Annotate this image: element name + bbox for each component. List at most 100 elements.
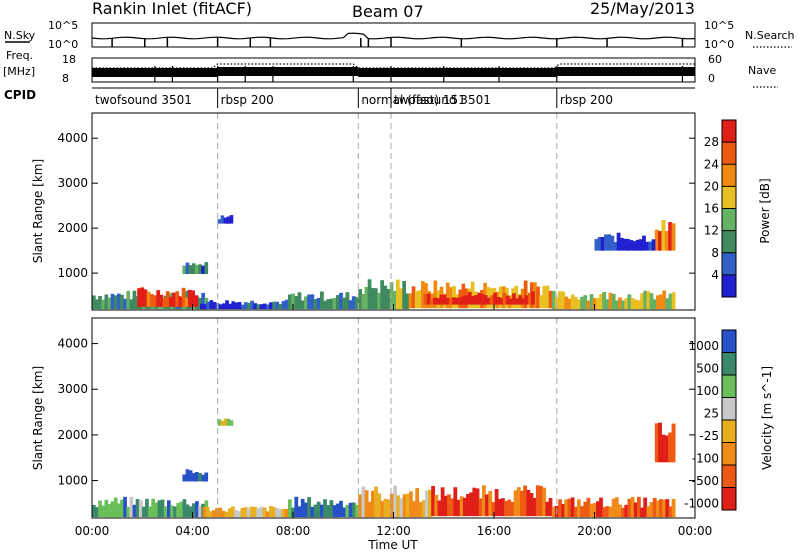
echo-cell [380, 500, 385, 518]
echo-cell [151, 498, 155, 518]
echo-cell [310, 294, 315, 310]
cpid-segment-label: rbsp 200 [560, 93, 613, 107]
echo-cell [120, 499, 124, 517]
echo-cell [243, 507, 248, 518]
echo-cell [132, 504, 137, 517]
echo-cell [188, 289, 192, 307]
echo-cell [297, 292, 302, 310]
echo-cell [143, 289, 148, 307]
echo-cell [304, 296, 308, 310]
echo-cell [448, 297, 453, 305]
echo-cell [278, 509, 283, 518]
echo-cell [195, 472, 199, 482]
echo-cell [123, 298, 127, 310]
echo-cell [494, 489, 499, 517]
echo-cell [175, 291, 180, 307]
echo-cell [646, 291, 651, 310]
echo-cell [658, 422, 662, 463]
echo-cell [505, 295, 510, 305]
echo-cell [191, 473, 196, 482]
echo-cell [450, 498, 454, 517]
echo-cell [414, 291, 419, 309]
echo-cell [662, 290, 667, 310]
freq-tick-bottom: 8 [62, 72, 69, 85]
echo-cell [371, 490, 375, 518]
cpid-segment-label: normal (fast) 151 [361, 93, 465, 107]
freq-bars [92, 66, 695, 82]
echo-cell [656, 295, 660, 310]
echo-cell [514, 285, 519, 309]
echo-cell [218, 507, 223, 518]
echo-cell [608, 292, 613, 310]
velocity-colorbar: 1000 500 100 25 -25 -100 -500 -1000 [684, 329, 737, 511]
station-title: Rankin Inlet (fitACF) [92, 0, 252, 18]
echo-cell [98, 500, 102, 517]
echo-cell [332, 505, 337, 518]
echo-cell [623, 238, 627, 251]
echo-cell [624, 504, 629, 518]
echo-cell [567, 298, 572, 310]
echo-cell [618, 504, 622, 518]
x-tick-label: 16:00 [477, 524, 512, 538]
echo-cell [188, 470, 193, 482]
echo-cell [393, 485, 397, 518]
echo-cell [361, 486, 366, 518]
echo-cell [156, 290, 161, 307]
echo-cell [656, 500, 660, 518]
echo-cell [402, 281, 406, 310]
echo-cell [345, 504, 350, 518]
echo-cell [442, 294, 447, 305]
echo-cell [163, 506, 168, 518]
echo-cell [226, 418, 231, 426]
echo-cell [499, 297, 504, 305]
echo-cell [188, 506, 193, 518]
echo-cell [635, 239, 640, 251]
date-title: 25/May/2013 [590, 0, 695, 18]
echo-cell [445, 282, 450, 309]
echo-cell [284, 299, 289, 310]
echo-cell [551, 290, 556, 310]
echo-cell [339, 500, 343, 517]
echo-cell [573, 297, 578, 310]
echo-cell [300, 498, 305, 518]
colorbar-tick-label: 20 [704, 179, 719, 193]
echo-cell [227, 508, 232, 518]
echo-cell [198, 473, 202, 482]
colorbar-swatch [722, 230, 736, 254]
echo-cell [640, 293, 644, 310]
echo-cell [262, 303, 267, 310]
echo-cell [453, 487, 458, 517]
power-colorbar: 4 8 12 16 20 24 28 [704, 119, 737, 298]
echo-cell [355, 504, 359, 517]
echo-cell [624, 298, 629, 310]
y-tick-label: 4000 [57, 337, 88, 351]
echo-cell [95, 507, 99, 518]
echo-cell [633, 299, 638, 310]
echo-cell [159, 294, 164, 307]
colorbar-swatch [722, 120, 736, 143]
echo-cell [176, 503, 180, 518]
echo-cell [597, 237, 602, 251]
echo-cell [475, 488, 480, 517]
echo-cell [185, 469, 190, 482]
echo-cell [564, 499, 569, 518]
nsearch-tick-top: 10^5 [704, 19, 734, 32]
echo-cell [237, 302, 242, 310]
echo-cell [411, 286, 416, 309]
echo-cell [599, 497, 603, 518]
echo-cell [237, 511, 242, 518]
cpid-label: CPID [4, 88, 36, 102]
echo-cell [423, 294, 428, 305]
echo-cell [386, 499, 391, 518]
echo-cell [169, 296, 173, 307]
freq-bar [217, 67, 359, 76]
y-tick-label: 4000 [57, 131, 88, 145]
echo-cell [613, 242, 618, 251]
x-tick-label: 00:00 [678, 524, 713, 538]
echo-cell [592, 298, 597, 310]
echo-cell [539, 485, 543, 517]
echo-cell [178, 296, 183, 307]
echo-cell [592, 503, 597, 518]
echo-cell [551, 506, 556, 518]
echo-cell [326, 505, 331, 518]
